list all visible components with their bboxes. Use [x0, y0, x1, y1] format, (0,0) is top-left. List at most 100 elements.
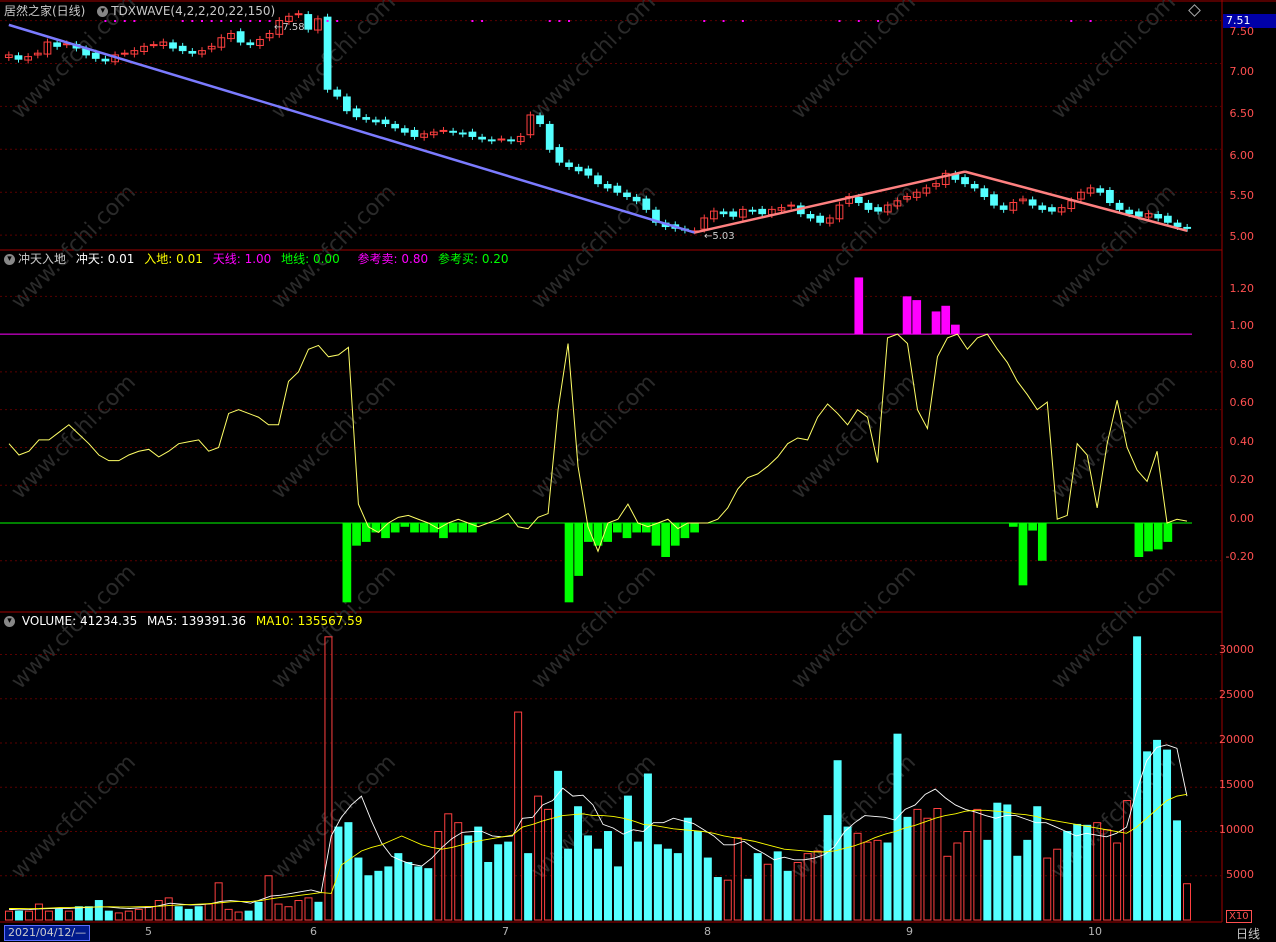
volume-multiplier: X10 [1226, 910, 1252, 923]
volume-toggle-icon[interactable]: ▾ [4, 616, 15, 627]
volume-bar [344, 822, 353, 921]
candle-body [903, 196, 911, 200]
ground-bar [1028, 523, 1037, 531]
ground-bar [583, 523, 593, 542]
volume-bar [594, 848, 602, 921]
osc-item-buy-ref: 参考买: 0.20 [438, 252, 509, 266]
osc-item-value: 0.01 [176, 252, 203, 266]
volume-tick: 30000 [1219, 643, 1254, 656]
volume-bar [653, 844, 662, 921]
candle-body [1096, 188, 1105, 193]
watermark-text: www.cfchi.com [7, 0, 141, 124]
candle-body [536, 115, 544, 125]
signal-dot [481, 20, 484, 22]
volume-item: VOLUME: 41234.35 [22, 614, 137, 628]
volume-bar [554, 770, 563, 921]
volume-bar [863, 841, 872, 921]
candle-body [816, 215, 825, 223]
ma10-line [9, 793, 1188, 910]
sky-bar [931, 311, 941, 335]
candle-body [574, 166, 583, 172]
volume-bar [1173, 820, 1182, 921]
candle-body [1183, 226, 1192, 229]
volume-tick: 5000 [1226, 868, 1254, 881]
volume-bar [384, 866, 393, 921]
ground-bar [574, 523, 584, 576]
candle-body [449, 130, 458, 133]
volume-bar [753, 853, 762, 921]
volume-bar [643, 773, 652, 921]
volume-bar [94, 900, 103, 921]
candle-body [922, 187, 931, 194]
volume-bar [943, 855, 952, 921]
osc-name[interactable]: 冲天入地 [18, 252, 67, 266]
volume-bar [504, 841, 513, 921]
candle-body [342, 96, 351, 112]
volume-bar [1123, 800, 1132, 921]
volume-bar [843, 826, 852, 921]
candle-body [130, 50, 139, 55]
candle-body [1173, 222, 1182, 228]
osc-toggle-icon[interactable]: ▾ [4, 254, 15, 265]
candle-body [1077, 191, 1085, 200]
volume-bar [454, 822, 463, 921]
osc-tick: 0.80 [1229, 358, 1255, 371]
osc-tick: 1.20 [1229, 282, 1255, 295]
indicator-name[interactable]: TDXWAVE(4,2,2,20,22,150) [111, 4, 276, 18]
osc-item-dixian: 地线: 0.00 [281, 252, 340, 266]
volume-bar [913, 808, 922, 921]
volume-bar [194, 906, 203, 921]
osc-item-value: 0.80 [401, 252, 429, 266]
osc-item-label: 入地: [144, 252, 173, 266]
volume-bar [1023, 839, 1032, 921]
period-label[interactable]: 日线 [1236, 927, 1261, 941]
osc-tick: 1.00 [1229, 319, 1255, 332]
volume-bar [4, 910, 13, 921]
volume-bar [873, 839, 882, 921]
volume-bar [584, 835, 593, 921]
candle-body [314, 18, 322, 31]
volume-bar [114, 912, 123, 921]
signal-dot [220, 20, 223, 22]
watermark-text: www.cfchi.com [527, 560, 661, 694]
signal-dot [1070, 20, 1073, 22]
candle-body [555, 147, 564, 163]
volume-bar [783, 870, 792, 921]
watermark-text: www.cfchi.com [1047, 0, 1181, 124]
volume-bar [743, 878, 752, 921]
candle-body [246, 42, 255, 46]
candle-body [323, 16, 332, 90]
candle-body [1144, 213, 1153, 218]
ground-bar [603, 523, 613, 542]
candle-body [642, 198, 651, 210]
candle-body [835, 204, 844, 220]
candle-body [594, 175, 602, 185]
volume-bar [603, 831, 612, 921]
candle-body [623, 192, 631, 198]
ground-bar [439, 523, 448, 539]
candle-body [140, 45, 148, 52]
signal-dot [191, 20, 194, 22]
month-tick: 8 [704, 925, 711, 938]
candle-body [1134, 211, 1143, 217]
watermark-text: www.cfchi.com [1047, 370, 1181, 504]
ground-bar [468, 523, 477, 533]
candle-body [652, 209, 660, 223]
volume-bar [903, 816, 912, 921]
volume-layer [4, 636, 1192, 921]
indicator-toggle-icon[interactable]: ▾ [97, 6, 109, 17]
volume-bar [663, 848, 672, 921]
volume-bar [1033, 806, 1042, 921]
start-date-box[interactable]: 2021/04/12/— [4, 925, 91, 941]
candle-body [1106, 190, 1114, 204]
candle-body [864, 202, 873, 210]
volume-bar [773, 851, 782, 921]
volume-item-label: MA10: [255, 614, 294, 628]
volume-bar [933, 808, 942, 921]
price-tick: 7.00 [1229, 65, 1255, 78]
volume-bar [434, 831, 443, 921]
oscillator-layer [8, 277, 1188, 603]
watermark-text: www.cfchi.com [267, 180, 401, 314]
osc-tick: -0.20 [1225, 550, 1254, 563]
